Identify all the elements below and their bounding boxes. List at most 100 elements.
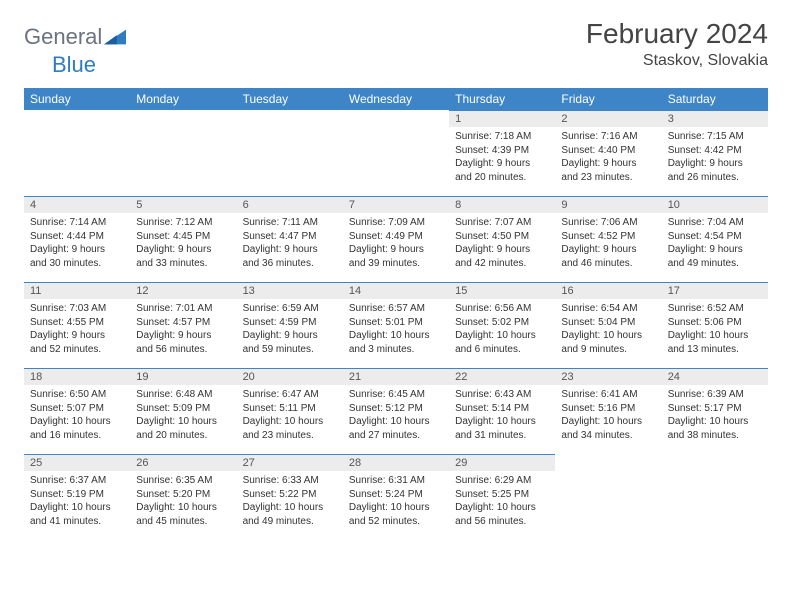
calendar-day-cell: 15Sunrise: 6:56 AMSunset: 5:02 PMDayligh… (449, 282, 555, 368)
calendar-day-cell: 20Sunrise: 6:47 AMSunset: 5:11 PMDayligh… (237, 368, 343, 454)
daylight-line: Daylight: 10 hours and 56 minutes. (455, 501, 549, 528)
calendar-day-cell: 12Sunrise: 7:01 AMSunset: 4:57 PMDayligh… (130, 282, 236, 368)
weekday-header: Sunday (24, 88, 130, 110)
sunrise-line: Sunrise: 7:12 AM (136, 216, 230, 230)
sunset-line: Sunset: 5:04 PM (561, 316, 655, 330)
calendar-day-cell (343, 110, 449, 196)
day-number: 25 (24, 454, 130, 471)
weekday-header: Tuesday (237, 88, 343, 110)
sunrise-line: Sunrise: 6:47 AM (243, 388, 337, 402)
calendar-day-cell: 10Sunrise: 7:04 AMSunset: 4:54 PMDayligh… (662, 196, 768, 282)
day-details: Sunrise: 6:37 AMSunset: 5:19 PMDaylight:… (24, 471, 130, 532)
daylight-line: Daylight: 10 hours and 45 minutes. (136, 501, 230, 528)
day-details: Sunrise: 6:47 AMSunset: 5:11 PMDaylight:… (237, 385, 343, 446)
daylight-line: Daylight: 9 hours and 30 minutes. (30, 243, 124, 270)
calendar-day-cell: 29 Sunrise: 6:29 AMSunset: 5:25 PMDayligh… (449, 454, 555, 540)
day-details: Sunrise: 7:11 AMSunset: 4:47 PMDaylight:… (237, 213, 343, 274)
sunset-line: Sunset: 5:07 PM (30, 402, 124, 416)
sunset-line: Sunset: 4:52 PM (561, 230, 655, 244)
sunset-line: Sunset: 4:44 PM (30, 230, 124, 244)
calendar-day-cell: 21Sunrise: 6:45 AMSunset: 5:12 PMDayligh… (343, 368, 449, 454)
day-number: 17 (662, 282, 768, 299)
daylight-line: Daylight: 9 hours and 59 minutes. (243, 329, 337, 356)
sunrise-line: Sunrise: 7:03 AM (30, 302, 124, 316)
daylight-line: Daylight: 9 hours and 26 minutes. (668, 157, 762, 184)
sunset-line: Sunset: 4:47 PM (243, 230, 337, 244)
calendar-day-cell: 19Sunrise: 6:48 AMSunset: 5:09 PMDayligh… (130, 368, 236, 454)
calendar-day-cell: 8Sunrise: 7:07 AMSunset: 4:50 PMDaylight… (449, 196, 555, 282)
sunrise-line: Sunrise: 7:06 AM (561, 216, 655, 230)
calendar-day-cell: 16Sunrise: 6:54 AMSunset: 5:04 PMDayligh… (555, 282, 661, 368)
sunset-line: Sunset: 5:12 PM (349, 402, 443, 416)
sunset-line: Sunset: 5:19 PM (30, 488, 124, 502)
month-title: February 2024 (586, 18, 768, 50)
weekday-header: Thursday (449, 88, 555, 110)
sunrise-line: Sunrise: 6:57 AM (349, 302, 443, 316)
day-details: Sunrise: 7:06 AMSunset: 4:52 PMDaylight:… (555, 213, 661, 274)
daylight-line: Daylight: 10 hours and 6 minutes. (455, 329, 549, 356)
sunrise-line: Sunrise: 7:18 AM (455, 130, 549, 144)
day-details: Sunrise: 7:04 AMSunset: 4:54 PMDaylight:… (662, 213, 768, 274)
sunrise-line: Sunrise: 7:15 AM (668, 130, 762, 144)
sunset-line: Sunset: 5:06 PM (668, 316, 762, 330)
daylight-line: Daylight: 10 hours and 13 minutes. (668, 329, 762, 356)
day-details: Sunrise: 7:15 AMSunset: 4:42 PMDaylight:… (662, 127, 768, 188)
sunrise-line: Sunrise: 6:54 AM (561, 302, 655, 316)
daylight-line: Daylight: 10 hours and 34 minutes. (561, 415, 655, 442)
calendar-day-cell: 26Sunrise: 6:35 AMSunset: 5:20 PMDayligh… (130, 454, 236, 540)
calendar-day-cell (237, 110, 343, 196)
day-number: 24 (662, 368, 768, 385)
sunrise-line: Sunrise: 6:37 AM (30, 474, 124, 488)
day-details: Sunrise: 6:43 AMSunset: 5:14 PMDaylight:… (449, 385, 555, 446)
weekday-header: Monday (130, 88, 236, 110)
sunset-line: Sunset: 4:54 PM (668, 230, 762, 244)
logo-triangle-icon (104, 29, 126, 45)
sunset-line: Sunset: 5:25 PM (455, 488, 549, 502)
calendar-day-cell: 11Sunrise: 7:03 AMSunset: 4:55 PMDayligh… (24, 282, 130, 368)
calendar-week-row: 18Sunrise: 6:50 AMSunset: 5:07 PMDayligh… (24, 368, 768, 454)
day-details: Sunrise: 6:56 AMSunset: 5:02 PMDaylight:… (449, 299, 555, 360)
day-details: Sunrise: 7:07 AMSunset: 4:50 PMDaylight:… (449, 213, 555, 274)
day-number: 10 (662, 196, 768, 213)
sunset-line: Sunset: 5:16 PM (561, 402, 655, 416)
calendar-day-cell (24, 110, 130, 196)
sunrise-line: Sunrise: 7:16 AM (561, 130, 655, 144)
day-details: Sunrise: 6:59 AMSunset: 4:59 PMDaylight:… (237, 299, 343, 360)
day-details: Sunrise: 7:12 AMSunset: 4:45 PMDaylight:… (130, 213, 236, 274)
day-number: 12 (130, 282, 236, 299)
day-number: 29 (449, 454, 555, 471)
sunset-line: Sunset: 5:09 PM (136, 402, 230, 416)
calendar-day-cell: 28Sunrise: 6:31 AMSunset: 5:24 PMDayligh… (343, 454, 449, 540)
sunrise-line: Sunrise: 7:11 AM (243, 216, 337, 230)
calendar-week-row: 4Sunrise: 7:14 AMSunset: 4:44 PMDaylight… (24, 196, 768, 282)
sunrise-line: Sunrise: 7:01 AM (136, 302, 230, 316)
daylight-line: Daylight: 10 hours and 16 minutes. (30, 415, 124, 442)
daylight-line: Daylight: 10 hours and 41 minutes. (30, 501, 124, 528)
day-details: Sunrise: 6:31 AMSunset: 5:24 PMDaylight:… (343, 471, 449, 532)
daylight-line: Daylight: 9 hours and 39 minutes. (349, 243, 443, 270)
sunset-line: Sunset: 5:01 PM (349, 316, 443, 330)
calendar-day-cell: 6Sunrise: 7:11 AMSunset: 4:47 PMDaylight… (237, 196, 343, 282)
day-details: Sunrise: 6:35 AMSunset: 5:20 PMDaylight:… (130, 471, 236, 532)
day-details: Sunrise: 6:33 AMSunset: 5:22 PMDaylight:… (237, 471, 343, 532)
weekday-header: Saturday (662, 88, 768, 110)
logo-text-general: General (24, 24, 102, 50)
daylight-line: Daylight: 9 hours and 23 minutes. (561, 157, 655, 184)
calendar-day-cell: 24Sunrise: 6:39 AMSunset: 5:17 PMDayligh… (662, 368, 768, 454)
sunset-line: Sunset: 4:39 PM (455, 144, 549, 158)
day-number: 2 (555, 110, 661, 127)
sunset-line: Sunset: 4:45 PM (136, 230, 230, 244)
day-number: 20 (237, 368, 343, 385)
weekday-header: Friday (555, 88, 661, 110)
day-details: Sunrise: 6:39 AMSunset: 5:17 PMDaylight:… (662, 385, 768, 446)
day-details: Sunrise: 6:41 AMSunset: 5:16 PMDaylight:… (555, 385, 661, 446)
sunrise-line: Sunrise: 6:52 AM (668, 302, 762, 316)
sunrise-line: Sunrise: 6:56 AM (455, 302, 549, 316)
day-number: 6 (237, 196, 343, 213)
sunset-line: Sunset: 5:02 PM (455, 316, 549, 330)
sunrise-line: Sunrise: 6:29 AM (455, 474, 549, 488)
logo: General (24, 18, 128, 50)
day-details: Sunrise: 6:45 AMSunset: 5:12 PMDaylight:… (343, 385, 449, 446)
logo-text-blue: Blue (24, 52, 96, 77)
day-number: 8 (449, 196, 555, 213)
